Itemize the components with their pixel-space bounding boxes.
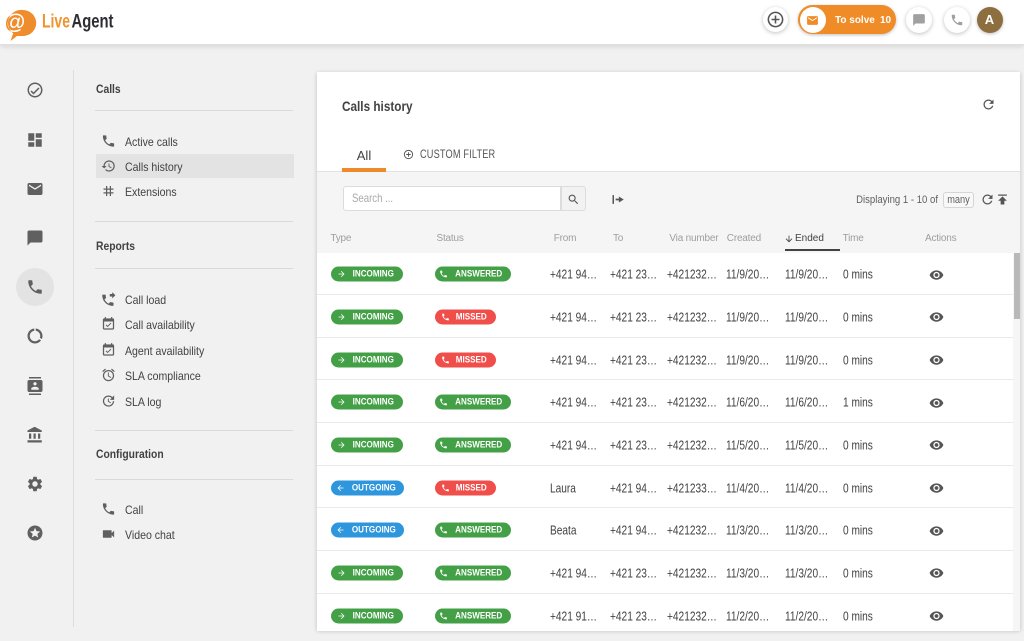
svg-text:@: @ xyxy=(5,11,25,34)
svg-text:Live: Live xyxy=(42,11,70,32)
svg-text:Agent: Agent xyxy=(72,11,115,32)
